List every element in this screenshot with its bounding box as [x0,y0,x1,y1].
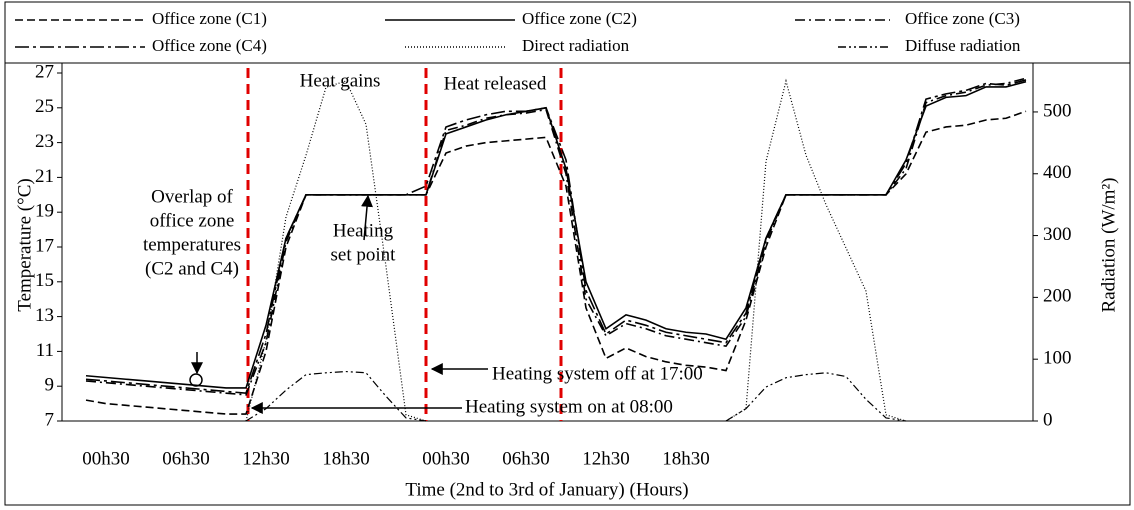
legend-label: Office zone (C3) [905,9,1020,28]
y2-tick-label: 500 [1043,100,1072,121]
y2-tick-label: 0 [1043,409,1053,430]
y-tick-label: 21 [35,166,54,187]
y2-tick-label: 100 [1043,348,1072,369]
annotation: Heating system on at 08:00 [465,396,673,417]
y-tick-label: 15 [35,270,54,291]
x-tick-label: 12h30 [242,448,290,469]
series-line [245,78,907,422]
x-tick-label: 06h30 [502,448,550,469]
y2-tick-label: 300 [1043,224,1072,245]
y-tick-label: 11 [36,340,54,361]
annotation: Heating [333,220,394,241]
annotation: temperatures [143,234,241,255]
annotation: set point [331,244,397,265]
annotation: Overlap of [151,186,233,207]
x-tick-label: 00h30 [422,448,470,469]
y-tick-label: 13 [35,305,54,326]
y-tick-label: 25 [35,96,54,117]
legend-label: Office zone (C2) [522,9,637,28]
annotation-arrows [189,194,488,414]
outer-frame [4,1,1131,506]
legend-label: Direct radiation [522,36,630,55]
y-tick-label: 7 [45,409,55,430]
y2-axis-title: Radiation (W/m²) [1098,178,1119,313]
y-tick-label: 23 [35,131,54,152]
x-tick-label: 18h30 [662,448,710,469]
annotation: (C2 and C4) [145,258,239,279]
y-tick-label: 19 [35,201,54,222]
annotation: Heating system off at 17:00 [492,363,703,384]
y-axis-title: Temperature (°C) [14,178,35,311]
x-axis-title: Time (2nd to 3rd of January) (Hours) [405,479,688,500]
y-tick-label: 17 [35,235,54,256]
y2-tick-label: 200 [1043,286,1072,307]
legend-label: Office zone (C4) [152,36,267,55]
x-tick-label: 00h30 [82,448,130,469]
y-tick-label: 27 [35,61,54,82]
y-tick-label: 9 [45,375,55,396]
legend-label: Office zone (C1) [152,9,267,28]
annotation: Heat gains [300,70,381,91]
x-tick-label: 12h30 [582,448,630,469]
heating-markers [246,68,563,421]
annotation: office zone [150,210,235,231]
series-line [85,77,1027,396]
x-tick-label: 06h30 [162,448,210,469]
x-tick-label: 18h30 [322,448,370,469]
series-line [245,370,907,422]
series-line [85,110,1027,415]
annotation: Heat released [444,73,547,94]
y2-tick-label: 400 [1043,162,1072,183]
series-line [85,79,1027,395]
arrow [361,194,373,241]
legend-label: Diffuse radiation [905,36,1021,55]
